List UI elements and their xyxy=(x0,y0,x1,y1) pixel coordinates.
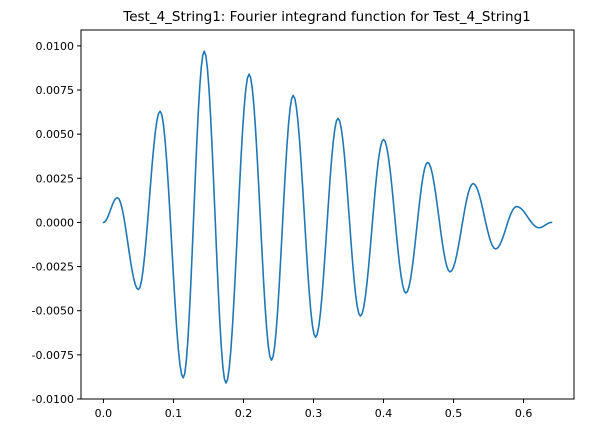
y-tick-label: -0.0050 xyxy=(32,305,74,318)
y-tick-label: -0.0075 xyxy=(32,349,74,362)
x-tick-label: 0.2 xyxy=(235,407,253,420)
x-tick-label: 0.3 xyxy=(305,407,323,420)
y-tick-label: 0.0025 xyxy=(36,172,75,185)
y-tick-label: 0.0050 xyxy=(36,128,75,141)
x-tick-label: 0.1 xyxy=(165,407,183,420)
y-tick-label: -0.0100 xyxy=(32,393,74,406)
series-line xyxy=(102,50,553,384)
x-tick-label: 0.4 xyxy=(375,407,393,420)
x-tick-label: 0.6 xyxy=(515,407,533,420)
x-tick-label: 0.5 xyxy=(445,407,463,420)
y-tick-label: 0.0100 xyxy=(36,40,75,53)
chart-title: Test_4_String1: Fourier integrand functi… xyxy=(122,9,531,25)
y-tick-label: 0.0075 xyxy=(36,84,75,97)
y-tick-label: 0.0000 xyxy=(36,216,75,229)
plot-frame xyxy=(80,29,575,400)
y-tick-label: -0.0025 xyxy=(32,261,74,274)
y-axis: -0.0100 -0.0075 -0.0050 -0.0025 0.0000 0.0025… xyxy=(32,40,81,406)
x-axis: 0.0 0.1 0.2 0.3 0.4 0.5 0.6 xyxy=(95,399,533,420)
x-tick-label: 0.0 xyxy=(95,407,113,420)
